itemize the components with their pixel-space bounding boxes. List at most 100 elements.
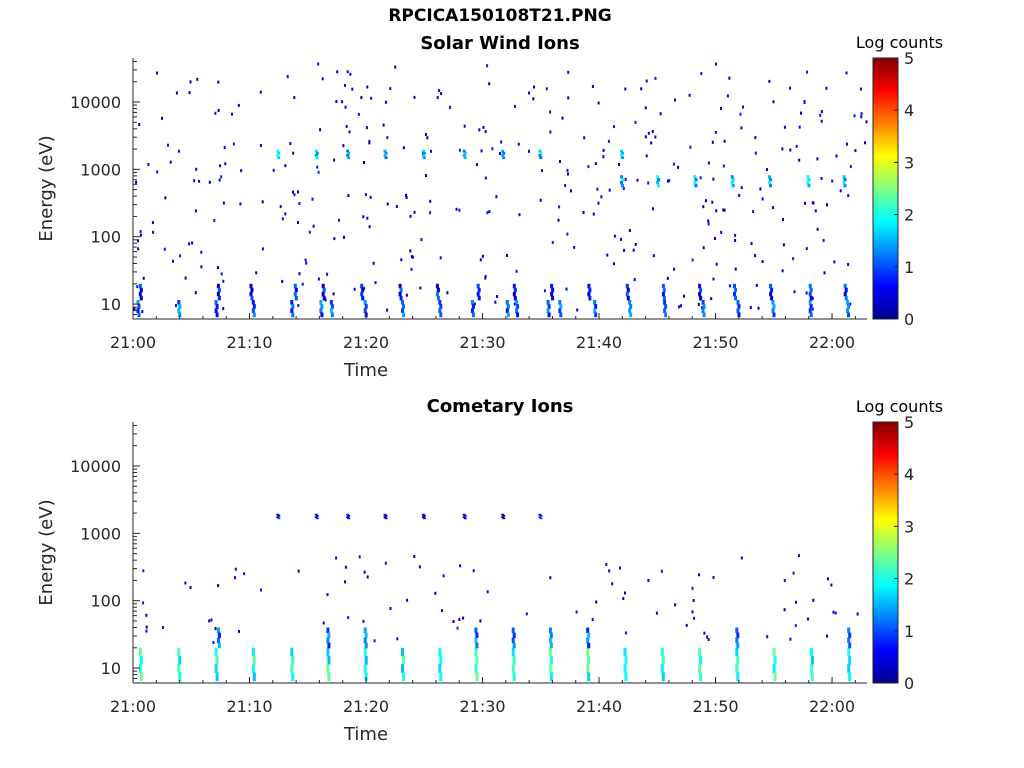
count-pixel bbox=[344, 565, 347, 569]
count-pixel bbox=[533, 85, 535, 89]
count-cell bbox=[586, 647, 590, 657]
count-pixel bbox=[750, 242, 753, 246]
count-cell bbox=[475, 672, 479, 682]
count-cell bbox=[515, 300, 519, 305]
count-pixel bbox=[680, 304, 682, 308]
count-pixel bbox=[491, 147, 494, 151]
count-pixel bbox=[496, 295, 498, 298]
count-pixel bbox=[654, 135, 657, 139]
count-cell bbox=[315, 156, 319, 159]
x-tick-label: 21:30 bbox=[459, 697, 505, 716]
x-tick-label: 22:00 bbox=[809, 697, 855, 716]
count-cell bbox=[594, 304, 598, 309]
count-pixel bbox=[803, 100, 806, 103]
count-pixel bbox=[346, 70, 349, 74]
count-pixel bbox=[133, 307, 136, 311]
count-pixel bbox=[333, 158, 336, 162]
count-cell bbox=[701, 300, 705, 305]
count-pixel bbox=[539, 198, 542, 202]
count-cell bbox=[737, 304, 741, 309]
count-cell bbox=[364, 672, 368, 682]
x-axis-label: Time bbox=[343, 724, 388, 745]
count-pixel bbox=[583, 136, 586, 140]
count-cell bbox=[772, 647, 776, 657]
count-cell bbox=[506, 312, 510, 318]
count-cell bbox=[621, 156, 624, 159]
count-pixel bbox=[682, 294, 685, 298]
count-pixel bbox=[854, 149, 857, 153]
count-cell bbox=[321, 283, 325, 289]
count-cell bbox=[559, 304, 563, 309]
count-cell bbox=[249, 283, 253, 289]
colorbar-tick-label: 0 bbox=[904, 674, 914, 693]
count-cell bbox=[702, 304, 706, 309]
count-pixel bbox=[712, 277, 715, 281]
count-cell bbox=[178, 312, 182, 318]
count-cell bbox=[277, 517, 281, 520]
count-cell bbox=[361, 287, 365, 293]
count-cell bbox=[463, 517, 467, 520]
count-pixel bbox=[566, 232, 569, 236]
count-cell bbox=[435, 291, 439, 297]
count-cell bbox=[276, 149, 280, 153]
count-cell bbox=[625, 291, 629, 297]
count-pixel bbox=[473, 302, 476, 306]
count-pixel bbox=[711, 140, 714, 144]
count-cell bbox=[515, 308, 519, 313]
count-pixel bbox=[754, 151, 757, 155]
count-pixel bbox=[139, 230, 142, 234]
count-pixel bbox=[697, 303, 700, 306]
count-cell bbox=[364, 304, 368, 309]
count-cell bbox=[702, 312, 706, 318]
count-cell bbox=[291, 312, 295, 318]
count-cell bbox=[661, 283, 665, 289]
count-pixel bbox=[481, 254, 484, 258]
count-cell bbox=[402, 304, 405, 309]
count-cell bbox=[843, 178, 847, 182]
count-cell bbox=[587, 291, 591, 297]
count-pixel bbox=[386, 202, 389, 206]
count-cell bbox=[548, 664, 552, 673]
count-cell bbox=[735, 647, 739, 657]
count-pixel bbox=[200, 265, 203, 269]
count-pixel bbox=[224, 162, 227, 166]
count-pixel bbox=[232, 142, 235, 146]
count-cell bbox=[346, 516, 350, 518]
count-pixel bbox=[351, 87, 354, 91]
count-pixel bbox=[781, 269, 784, 273]
count-cell bbox=[549, 632, 553, 639]
count-cell bbox=[138, 291, 142, 297]
count-pixel bbox=[702, 205, 705, 209]
count-pixel bbox=[484, 176, 487, 180]
count-cell bbox=[549, 672, 553, 682]
count-pixel bbox=[319, 128, 322, 132]
count-cell bbox=[699, 656, 703, 665]
count-cell bbox=[421, 149, 425, 153]
count-cell bbox=[587, 283, 591, 289]
x-tick-label: 21:40 bbox=[576, 697, 622, 716]
count-pixel bbox=[645, 154, 648, 158]
count-cell bbox=[807, 183, 811, 188]
count-cell bbox=[586, 627, 590, 634]
count-cell bbox=[694, 183, 698, 188]
count-cell bbox=[138, 283, 142, 289]
count-cell bbox=[327, 642, 331, 649]
count-cell bbox=[399, 287, 403, 293]
count-pixel bbox=[135, 180, 138, 184]
count-cell bbox=[477, 295, 481, 301]
count-cell bbox=[550, 283, 554, 289]
count-cell bbox=[809, 312, 813, 318]
count-pixel bbox=[703, 631, 706, 635]
count-pixel bbox=[321, 77, 324, 81]
count-pixel bbox=[826, 203, 828, 207]
count-pixel bbox=[440, 92, 443, 96]
count-pixel bbox=[667, 179, 669, 183]
count-cell bbox=[733, 283, 736, 289]
count-pixel bbox=[434, 591, 437, 595]
count-pixel bbox=[231, 112, 233, 116]
count-pixel bbox=[650, 141, 653, 145]
count-cell bbox=[398, 283, 402, 289]
count-pixel bbox=[217, 584, 220, 588]
count-pixel bbox=[208, 180, 211, 184]
colorbar-tick-label: 4 bbox=[904, 465, 914, 484]
